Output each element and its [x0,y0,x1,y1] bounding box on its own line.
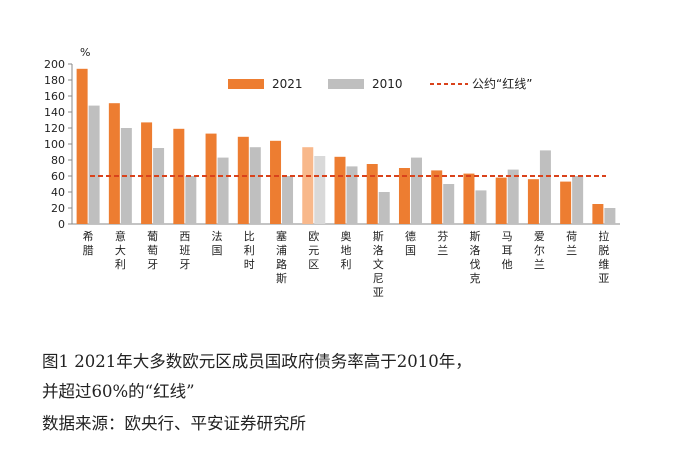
x-tick-label: 荷兰 [566,230,577,257]
bar-2021 [108,103,120,224]
x-tick-label: 法国 [212,229,223,257]
bar-2021 [366,164,378,224]
x-tick-label: 比利时 [244,230,255,271]
bar-2010 [507,169,519,224]
y-tick-label: 20 [51,202,65,215]
x-tick-label: 斯洛伐克 [469,230,480,285]
bar-2010 [217,157,229,224]
y-tick-label: 120 [44,122,65,135]
bar-2010 [539,150,551,224]
legend-swatch-2010 [328,79,364,89]
bar-2010 [604,208,616,224]
bar-2021 [76,68,88,224]
x-tick-label: 奥地利 [341,229,352,271]
legend-label-2010: 2010 [372,77,403,91]
y-tick-label: 80 [51,154,65,167]
bar-2010 [572,176,584,224]
x-tick-label: 葡萄牙 [147,230,158,271]
bar-2021 [141,122,153,224]
y-tick-label: 0 [58,218,65,231]
y-tick-label: 200 [44,58,65,71]
y-tick-label: 140 [44,106,65,119]
x-tick-label: 希腊 [83,229,94,257]
x-tick-label: 西班牙 [179,230,190,271]
bar-2021 [270,140,282,224]
bar-2021 [205,133,217,224]
bar-2010 [346,166,358,224]
x-tick-label: 斯洛文尼亚 [373,230,384,299]
bar-2010 [249,147,261,224]
bar-chart: 0 20 40 60 80 100 120 140 160 180 200 % 希腊 意大利 葡萄牙 西班… [44,46,620,299]
bar-2010 [410,157,422,224]
x-tick-label: 塞浦路斯 [276,229,287,285]
bar-2021 [495,177,507,224]
legend-label-2021: 2021 [272,77,303,91]
y-axis: 0 20 40 60 80 100 120 140 160 180 200 [44,58,620,231]
x-tick-label: 拉脱维亚 [598,229,609,285]
legend: 2021 2010 公约“红线” [228,76,532,91]
bar-2021 [592,204,604,224]
figure-caption-continued: 并超过60%的“红线” [42,382,195,401]
x-tick-label: 德国 [405,229,416,257]
x-tick-label: 意大利 [115,229,126,271]
bar-2021 [302,147,314,224]
legend-label-redline: 公约“红线” [472,76,532,91]
legend-swatch-2021 [228,79,264,89]
bar-2010 [475,190,487,224]
bar-2010 [282,176,294,224]
bar-2021 [237,136,249,224]
bar-2010 [185,176,197,224]
y-tick-label: 40 [51,186,65,199]
x-tick-label: 马耳他 [502,230,513,271]
bars [76,68,616,224]
y-tick-label: 160 [44,90,65,103]
bar-2021 [398,168,410,224]
bar-2010 [314,156,326,224]
figure-caption: 图1 2021年大多数欧元区成员国政府债务率高于2010年， [42,352,472,371]
y-tick-label: 180 [44,74,65,87]
x-tick-label: 芬兰 [437,230,448,257]
bar-2021 [334,156,346,224]
bar-2010 [378,192,390,224]
y-tick-label: 100 [44,138,65,151]
bar-2021 [463,173,475,224]
bar-2021 [527,179,539,224]
y-tick-label: 60 [51,170,65,183]
bar-2010 [153,148,165,224]
data-source: 数据来源：欧央行、平安证券研究所 [42,414,306,433]
y-unit-label: % [80,46,90,59]
bar-2010 [88,105,100,224]
bar-2021 [560,181,572,224]
bar-2010 [443,184,455,224]
bar-2021 [431,170,443,224]
x-tick-label: 爱尔兰 [534,230,545,271]
x-tick-label: 欧元区 [308,230,319,271]
